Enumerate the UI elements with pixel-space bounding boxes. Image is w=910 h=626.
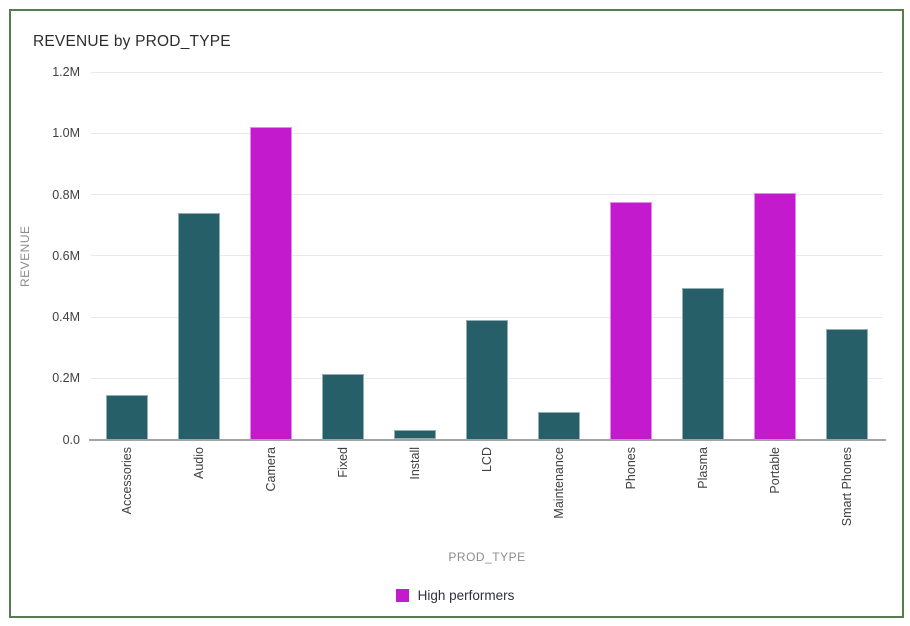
bar-phones[interactable]: [610, 202, 652, 440]
y-axis-tick-label: 0.4M: [52, 310, 80, 324]
bar-accessories[interactable]: [106, 395, 148, 440]
x-axis-tick-label: Install: [408, 447, 422, 480]
bar-fixed[interactable]: [322, 373, 364, 440]
legend: High performers: [0, 588, 910, 603]
x-axis-tick-label: Accessories: [120, 447, 134, 515]
y-axis-title: REVENUE: [18, 225, 32, 287]
gridline: [91, 194, 883, 195]
bar-camera[interactable]: [250, 127, 292, 440]
x-axis-tick-label: LCD: [480, 447, 494, 473]
bar-maintenance[interactable]: [538, 411, 580, 440]
y-axis-tick-label: 0.6M: [52, 248, 80, 263]
gridline: [91, 71, 883, 73]
y-axis-tick-label: 0.0: [62, 432, 80, 447]
x-axis-tick-label: Phones: [624, 447, 638, 490]
x-axis-tick-label: Camera: [264, 447, 278, 492]
legend-swatch-high-performers[interactable]: [395, 589, 409, 602]
bar-lcd[interactable]: [466, 320, 508, 440]
y-axis-tick-label: 0.2M: [52, 371, 80, 386]
gridline: [91, 255, 883, 257]
x-axis-tick-label: Audio: [192, 447, 206, 479]
x-axis-tick-label: Portable: [768, 447, 782, 494]
x-axis-tick-label: Plasma: [696, 447, 710, 489]
gridline: [91, 132, 883, 134]
gridline: [91, 316, 883, 318]
x-axis-tick-label: Maintenance: [552, 447, 566, 519]
bar-portable[interactable]: [754, 192, 796, 440]
chart-title: REVENUE by PROD_TYPE: [33, 33, 231, 50]
bar-plasma[interactable]: [682, 287, 724, 440]
y-axis-tick-label: 1.0M: [52, 126, 80, 141]
y-axis-tick-label: 1.2M: [52, 65, 80, 79]
legend-label-high-performers[interactable]: High performers: [417, 588, 515, 603]
x-axis-tick-label: Fixed: [336, 447, 350, 478]
bar-audio[interactable]: [178, 212, 220, 440]
bar-install[interactable]: [394, 429, 436, 440]
bar-smart-phones[interactable]: [826, 329, 868, 440]
x-axis-line: [89, 439, 886, 441]
x-axis-title: PROD_TYPE: [448, 550, 526, 564]
y-axis-tick-label: 0.8M: [52, 187, 80, 202]
x-axis-tick-label: Smart Phones: [840, 447, 854, 527]
